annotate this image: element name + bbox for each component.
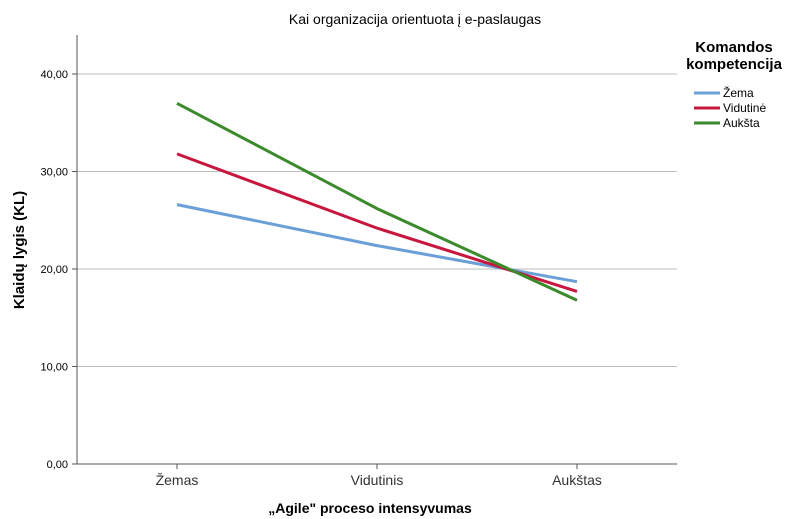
chart-title: Kai organizacija orientuota į e-paslauga…	[289, 11, 541, 27]
legend-label: Vidutinė	[723, 101, 766, 115]
legend-label: Žema	[723, 85, 754, 100]
grid-lines	[77, 73, 677, 367]
y-axis-ticks: 0,00 10,00 20,00 30,00 40,00	[40, 69, 77, 471]
legend-label: Aukšta	[723, 116, 760, 130]
x-axis-label: „Agile" proceso intensyvumas	[268, 500, 472, 516]
y-tick-label: 10,00	[40, 362, 68, 374]
x-tick-label: Aukštas	[552, 472, 602, 488]
legend-title: Komandos kompetencija	[686, 39, 783, 73]
x-tick-label: Žemas	[156, 472, 199, 488]
y-tick-label: 20,00	[40, 264, 68, 276]
y-axis-label: Klaidų lygis (KL)	[11, 191, 28, 309]
y-tick-label: 40,00	[40, 69, 68, 81]
series-lines	[176, 101, 578, 302]
x-axis-ticks: Žemas Vidutinis Aukštas	[156, 464, 602, 488]
y-tick-label: 0,00	[47, 459, 68, 471]
series-line	[176, 101, 578, 302]
y-tick-label: 30,00	[40, 167, 68, 179]
series-line	[176, 203, 578, 284]
x-tick-label: Vidutinis	[351, 472, 404, 488]
